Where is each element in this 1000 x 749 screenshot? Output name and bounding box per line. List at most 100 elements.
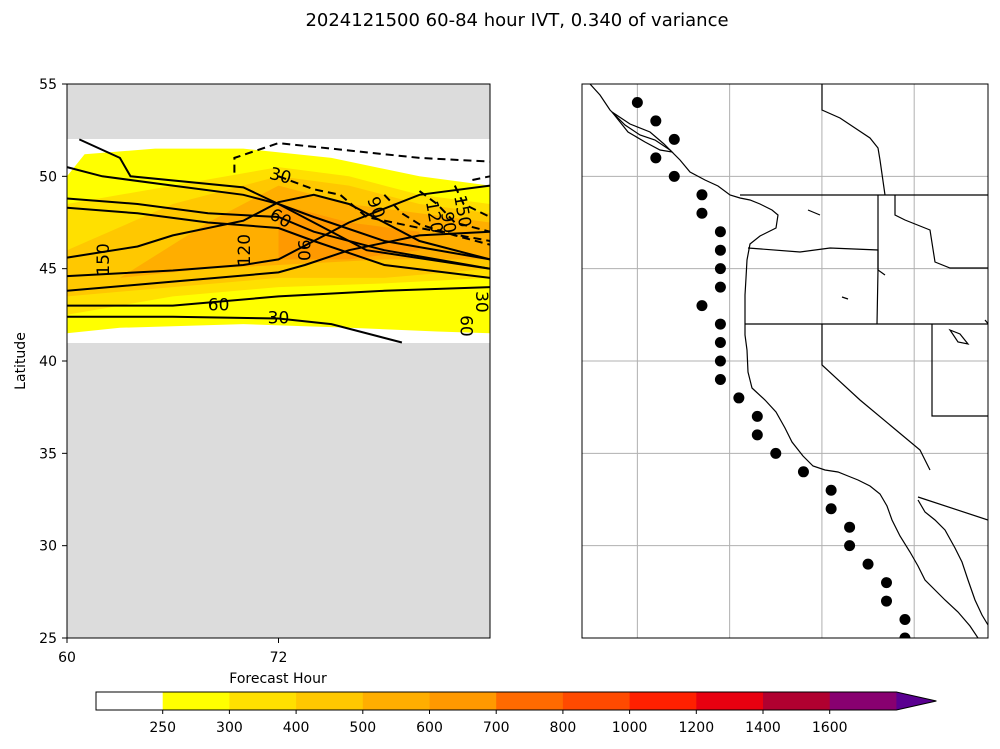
map-point-24 [844,540,856,552]
colorbar-tick-label-1: 300 [216,720,243,736]
colorbar-segment-7 [562,692,631,710]
colorbar-tick-label-5: 700 [483,720,510,736]
washington-oregon-border [747,247,886,276]
contour-lines [66,138,491,344]
contour-line-8 [78,138,491,270]
colorbar-tick-label-9: 1400 [745,720,781,736]
contour-line-0 [67,315,403,344]
y-tick-label-3: 40 [39,354,57,370]
colorbar-segment-3 [296,692,364,710]
montana-idaho-border [894,195,988,269]
chart-title: 2024121500 60-84 hour IVT, 0.340 of vari… [305,10,728,31]
map-point-2 [668,133,680,145]
map-point-1 [650,115,662,127]
map-point-5 [696,189,708,201]
axis-ticks: 25 30 35 40 45 50 55 60 72 [39,77,287,666]
island-1 [948,328,970,345]
contour-line-12 [418,190,491,233]
map-point-23 [844,521,856,533]
map-point-11 [696,300,708,312]
map-point-6 [696,207,708,219]
contour-label-12: 60 [455,315,475,337]
contour-line-13 [453,185,491,218]
y-tick-label-2: 35 [39,446,57,462]
contour-line-6 [66,197,491,270]
map-point-8 [714,244,726,256]
contour-line-14 [472,175,491,181]
map-point-22 [825,503,837,515]
y-tick-label-0: 25 [39,631,57,647]
contour-label-11: 30 [471,291,491,313]
colorbar-segment-5 [429,692,497,710]
map-point-29 [899,632,911,638]
map-coastlines [589,84,988,638]
map-point-26 [881,577,892,589]
map-point-18 [751,429,763,441]
colorbar-tick-label-0: 250 [149,720,176,736]
coastline-baja-gulf [917,499,988,626]
contour-label-4: 60 [208,296,230,316]
colorbar-frame [95,691,937,711]
y-tick-label-5: 50 [39,169,57,185]
colorbar-tick-label-4: 600 [416,720,443,736]
contour-label-10: 90 [436,210,459,235]
contour-label-5: 30 [268,309,290,329]
contour-line-7 [66,166,491,261]
map-points [631,96,911,638]
colorbar: 250 300 400 500 600 700 800 1000 1200 1400 1600 [95,691,937,736]
us-mexico-border [917,496,988,521]
y-tick-label-4: 45 [39,262,57,278]
colorbar-extend-arrow [896,692,937,710]
map-point-20 [797,466,809,478]
x-tick-label-0: 60 [58,650,76,666]
map-point-17 [751,410,763,422]
y-tick-label-1: 30 [39,539,57,555]
map-point-10 [714,281,726,293]
vancouver-island [611,111,674,153]
map-frame [581,83,989,639]
colorbar-segment-8 [629,692,697,710]
contour-line-2 [66,230,491,292]
contour-line-9 [233,142,491,173]
contour-label-1: 120 [235,234,255,266]
x-axis-label: Forecast Hour [229,671,327,687]
map-point-19 [770,447,782,459]
map-point-27 [881,595,892,607]
map-point-3 [650,152,662,164]
map-point-9 [714,263,726,275]
coastline-west [589,84,979,638]
map-point-12 [714,318,726,330]
colorbar-segment-1 [162,692,230,710]
contour-line-3 [66,184,491,278]
map-panel [581,83,989,639]
colorbar-tick-label-6: 800 [550,720,577,736]
lake-2 [841,296,849,300]
utah-border [931,324,988,417]
colorbar-segment-10 [763,692,831,710]
canada-province-border [821,84,886,196]
contour-line-5 [66,206,491,279]
map-point-4 [668,170,680,182]
contour-line-11 [383,194,491,246]
colorbar-segment-9 [696,692,764,710]
colorbar-tick-label-2: 400 [283,720,310,736]
map-point-15 [714,373,726,385]
map-point-28 [899,614,911,626]
colorbar-tick-label-8: 1200 [678,720,714,736]
contour-line-4 [66,193,491,261]
map-point-16 [733,392,745,404]
y-axis-label: Latitude [13,332,29,390]
map-point-25 [862,558,874,570]
nevada-border [821,324,931,471]
contour-line-1 [67,286,491,307]
colorbar-segment-11 [829,692,897,710]
map-point-7 [714,226,726,238]
map-point-21 [825,484,837,496]
map-point-0 [631,96,643,108]
colorbar-segment-4 [362,692,430,710]
colorbar-tick-label-10: 1600 [812,720,848,736]
y-tick-label-6: 55 [39,77,57,93]
colorbar-segment-0 [96,692,164,710]
colorbar-tick-label-7: 1000 [612,720,648,736]
